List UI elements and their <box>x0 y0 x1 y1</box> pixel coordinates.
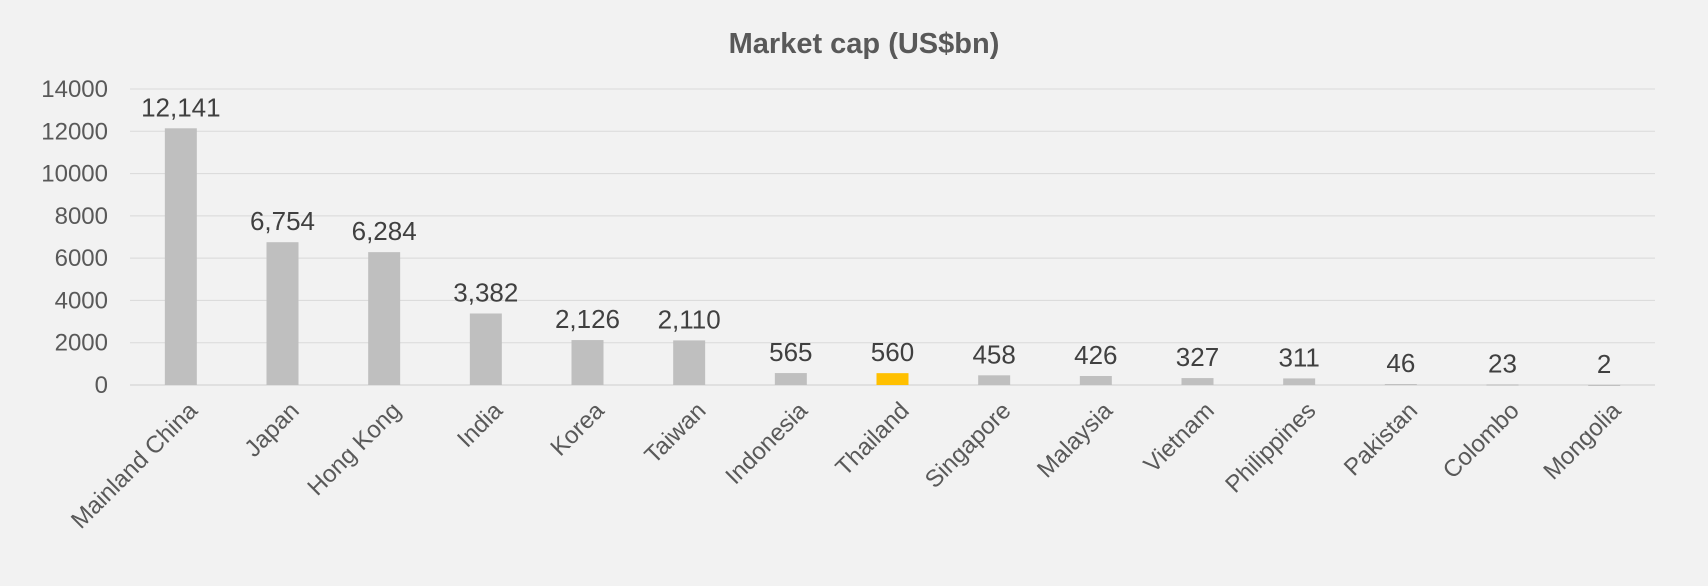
data-label: 458 <box>972 339 1015 369</box>
x-tick-label: Mongolia <box>1538 397 1626 485</box>
data-label: 565 <box>769 337 812 367</box>
x-tick-label: Mainland China <box>66 397 203 534</box>
x-tick-label: Colombo <box>1438 397 1525 484</box>
bar <box>1486 384 1519 386</box>
bar <box>266 242 299 385</box>
bar <box>571 340 604 385</box>
x-tick-label: Thailand <box>831 397 915 481</box>
bar <box>1384 384 1417 386</box>
bar <box>774 373 807 385</box>
x-tick-label: Malaysia <box>1032 397 1119 484</box>
bar <box>1181 378 1214 385</box>
x-tick-label: Hong Kong <box>302 397 406 501</box>
x-tick-label: Korea <box>545 397 610 462</box>
data-label: 2,110 <box>658 304 721 334</box>
bar <box>368 252 401 385</box>
data-label: 12,141 <box>141 92 221 122</box>
data-label: 327 <box>1176 342 1219 372</box>
x-tick-label: India <box>452 397 508 453</box>
y-tick-label: 6000 <box>55 245 108 272</box>
y-tick-label: 0 <box>95 372 108 399</box>
data-label: 426 <box>1074 340 1117 370</box>
bar <box>978 375 1011 385</box>
data-label: 46 <box>1386 348 1415 378</box>
x-tick-label: Singapore <box>920 397 1016 493</box>
x-tick-label: Japan <box>239 397 304 462</box>
y-tick-label: 4000 <box>55 287 108 314</box>
y-axis-tick-labels: 0 2000 4000 6000 8000 10000 12000 14000 <box>41 76 108 399</box>
data-label: 23 <box>1488 349 1517 379</box>
x-tick-label: Indonesia <box>720 397 813 490</box>
data-label: 6,284 <box>352 216 417 246</box>
bar <box>164 128 197 385</box>
data-label: 560 <box>871 337 914 367</box>
data-label: 6,754 <box>250 206 315 236</box>
data-label: 2,126 <box>555 304 620 334</box>
y-tick-label: 2000 <box>55 330 108 357</box>
x-tick-label: Pakistan <box>1339 397 1423 481</box>
y-tick-label: 10000 <box>41 161 108 188</box>
bars <box>164 128 1621 386</box>
x-tick-label: Vietnam <box>1139 397 1220 478</box>
y-tick-label: 12000 <box>41 118 108 145</box>
bar <box>876 373 909 385</box>
chart-title: Market cap (US$bn) <box>729 28 1000 60</box>
bar <box>1283 378 1316 385</box>
data-label: 2 <box>1597 349 1611 379</box>
x-tick-label: Philippines <box>1220 397 1321 498</box>
bar <box>1588 384 1621 386</box>
y-tick-label: 8000 <box>55 203 108 230</box>
data-label: 3,382 <box>453 277 518 307</box>
bar <box>673 340 706 385</box>
y-tick-label: 14000 <box>41 76 108 103</box>
bar <box>469 313 502 385</box>
bar <box>1079 375 1112 385</box>
data-labels: 12,141 6,754 6,284 3,382 2,126 2,110 565 560 458… <box>141 92 1611 379</box>
x-tick-label: Taiwan <box>639 397 711 469</box>
data-label: 311 <box>1278 342 1319 372</box>
